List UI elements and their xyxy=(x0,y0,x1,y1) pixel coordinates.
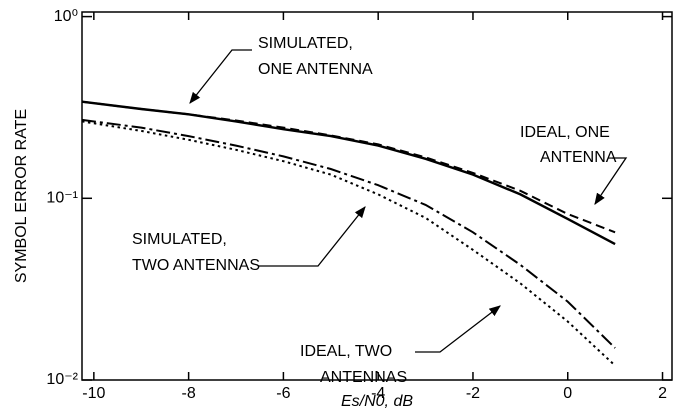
x-tick-label: 2 xyxy=(658,385,667,402)
annotation: SIMULATED, xyxy=(258,35,353,52)
x-tick-label: -8 xyxy=(182,385,196,402)
x-tick-label: -6 xyxy=(276,385,290,402)
annotation: TWO ANTENNAS xyxy=(132,257,260,274)
x-tick-label: -10 xyxy=(82,385,105,402)
annotation-arrow xyxy=(189,49,252,104)
annotation: ONE ANTENNA xyxy=(258,61,373,78)
series-line xyxy=(81,118,616,349)
annotation: IDEAL, TWO xyxy=(300,343,392,360)
y-tick-label: 10⁻² xyxy=(46,371,78,388)
y-axis-label: SYMBOL ERROR RATE xyxy=(13,109,30,283)
x-tick-label: -2 xyxy=(466,385,480,402)
x-axis-label: Es/N0, dB xyxy=(341,393,413,410)
annotation: ANTENNA xyxy=(540,149,617,166)
annotation-arrow xyxy=(258,206,366,267)
annotation-arrow xyxy=(594,157,628,205)
series-line xyxy=(81,100,616,234)
x-tick-label: 0 xyxy=(563,385,572,402)
annotation: ANTENNAS xyxy=(320,369,407,386)
x-tick-label: -4 xyxy=(371,385,385,402)
y-tick-label: 10⁻¹ xyxy=(46,190,78,207)
plot-frame xyxy=(81,11,673,381)
annotation: SIMULATED, xyxy=(132,231,227,248)
annotation-arrow xyxy=(415,305,501,353)
annotation: IDEAL, ONE xyxy=(520,124,610,141)
y-tick-label: 10⁰ xyxy=(54,8,78,25)
series-line xyxy=(81,100,616,246)
